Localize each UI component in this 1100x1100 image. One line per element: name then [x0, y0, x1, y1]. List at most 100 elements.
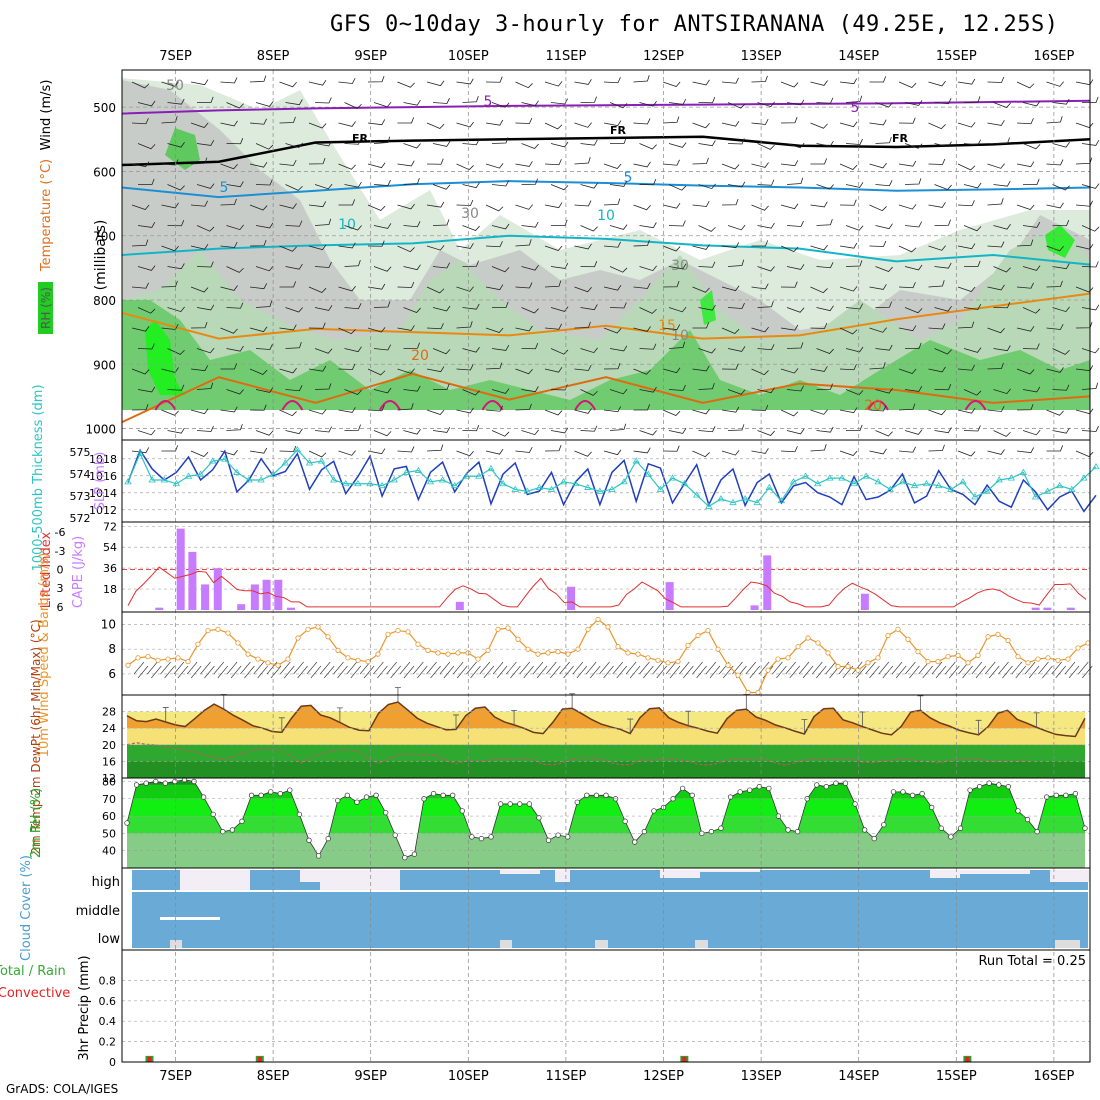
wind-barb	[515, 325, 533, 332]
wind-barb-10m	[333, 661, 348, 679]
wind-point	[675, 658, 681, 665]
wind-barb	[721, 120, 740, 127]
wind-barb	[344, 102, 362, 109]
wind-barb	[1052, 220, 1070, 227]
wind-barb	[367, 448, 386, 455]
wind-barb	[367, 204, 386, 211]
wind-barb	[220, 198, 237, 206]
thickness-point	[342, 480, 350, 487]
thickness-point	[596, 487, 604, 494]
top-day-tick-16SEP: 16SEP	[1033, 49, 1074, 64]
wind-barb	[751, 283, 769, 290]
wind-barb	[934, 348, 952, 355]
wind-barb	[285, 99, 303, 106]
wind-barb	[898, 160, 917, 167]
wind-barb	[485, 327, 504, 334]
wind-barb	[668, 99, 687, 105]
bottom-day-tick-16SEP: 16SEP	[1033, 1069, 1074, 1084]
wind-point	[1075, 645, 1081, 651]
cloud-high-gap	[700, 870, 760, 872]
wind-barb	[662, 202, 681, 209]
temp-whisker	[278, 717, 285, 733]
wind-barb	[367, 405, 385, 412]
wind-point	[755, 689, 761, 696]
wind-barb-10m	[652, 661, 667, 679]
contour-label-1: 5	[851, 100, 860, 116]
wind-barb	[285, 184, 303, 191]
wind-barb	[964, 260, 981, 267]
wind10m-axis-label: 10m Wind Speed & Barbs (m/s)	[37, 553, 52, 758]
rh-point	[967, 787, 973, 793]
wind-point	[405, 629, 411, 635]
precip-legend-convective: Convective	[0, 986, 70, 1001]
rh-point	[325, 835, 331, 842]
thickness-point	[1043, 487, 1052, 494]
wind-barb	[426, 245, 445, 251]
wind-barb	[161, 280, 178, 288]
li-tick-1: -3	[55, 545, 66, 558]
footer-credit: GrADS: COLA/IGES	[6, 1082, 119, 1096]
wind-barb	[196, 347, 215, 354]
wind-barb	[167, 98, 185, 105]
wind-barb	[845, 138, 863, 145]
wind-barb	[905, 342, 922, 349]
rh-point	[1005, 784, 1012, 790]
wind-barb	[727, 346, 746, 352]
wind-point	[825, 650, 831, 656]
rh-point	[363, 794, 370, 800]
wind-barb	[367, 119, 386, 126]
cloud-low-gap	[595, 940, 608, 948]
wind-barb	[131, 118, 149, 125]
wind-barb-10m	[413, 661, 428, 679]
wind-barb	[898, 325, 917, 332]
temp-whisker	[685, 710, 692, 726]
rh-point	[986, 780, 992, 786]
rh-axis-label: 2m RH (%)	[29, 788, 44, 859]
wind-barb	[639, 143, 657, 150]
wind-point	[205, 627, 211, 634]
wind-barb	[255, 179, 273, 186]
wind-barb	[692, 322, 710, 329]
wind-barb	[432, 219, 450, 226]
wind-barb	[521, 143, 539, 149]
wind-barb	[226, 266, 244, 273]
wind-barb-10m	[426, 661, 441, 679]
precip-convective-bar	[682, 1056, 687, 1062]
wind-barb	[397, 325, 415, 331]
rh-point	[756, 784, 762, 790]
rh-point	[814, 782, 820, 788]
pressure-tick-700: 700	[93, 230, 116, 244]
thickness-point	[813, 480, 822, 487]
rh-point	[220, 829, 226, 835]
rh-point	[1044, 794, 1050, 800]
rh-tick-70: 70	[102, 793, 116, 806]
wind-barb-10m	[546, 661, 561, 679]
wind-barb	[698, 382, 715, 390]
thickness-point	[571, 480, 580, 487]
wind-barb	[668, 384, 686, 391]
rh-point	[315, 853, 322, 859]
wind-barb	[1046, 116, 1063, 124]
wind-barb	[521, 343, 539, 350]
wind-barb	[249, 118, 267, 125]
rh-shade-area	[700, 290, 716, 325]
wind-barb	[196, 382, 214, 390]
precip-tick-0: 0	[109, 1056, 116, 1069]
wind-barb-10m	[692, 661, 707, 679]
wind-barb	[403, 385, 421, 392]
rh-point	[268, 789, 274, 795]
wind-barb	[786, 428, 805, 435]
wind-barb	[780, 409, 799, 417]
rh-point	[517, 801, 523, 807]
rh-point	[900, 789, 906, 795]
thickness-point	[874, 478, 882, 485]
wind-barb	[780, 368, 799, 374]
wind-barb	[869, 162, 887, 169]
rh-point	[651, 808, 657, 814]
wind-point	[375, 651, 381, 657]
thickness-point	[801, 472, 810, 479]
wind-barb	[839, 327, 858, 335]
thickness-point	[995, 476, 1003, 483]
thickness-point	[329, 476, 338, 483]
wind-barb	[462, 95, 479, 103]
